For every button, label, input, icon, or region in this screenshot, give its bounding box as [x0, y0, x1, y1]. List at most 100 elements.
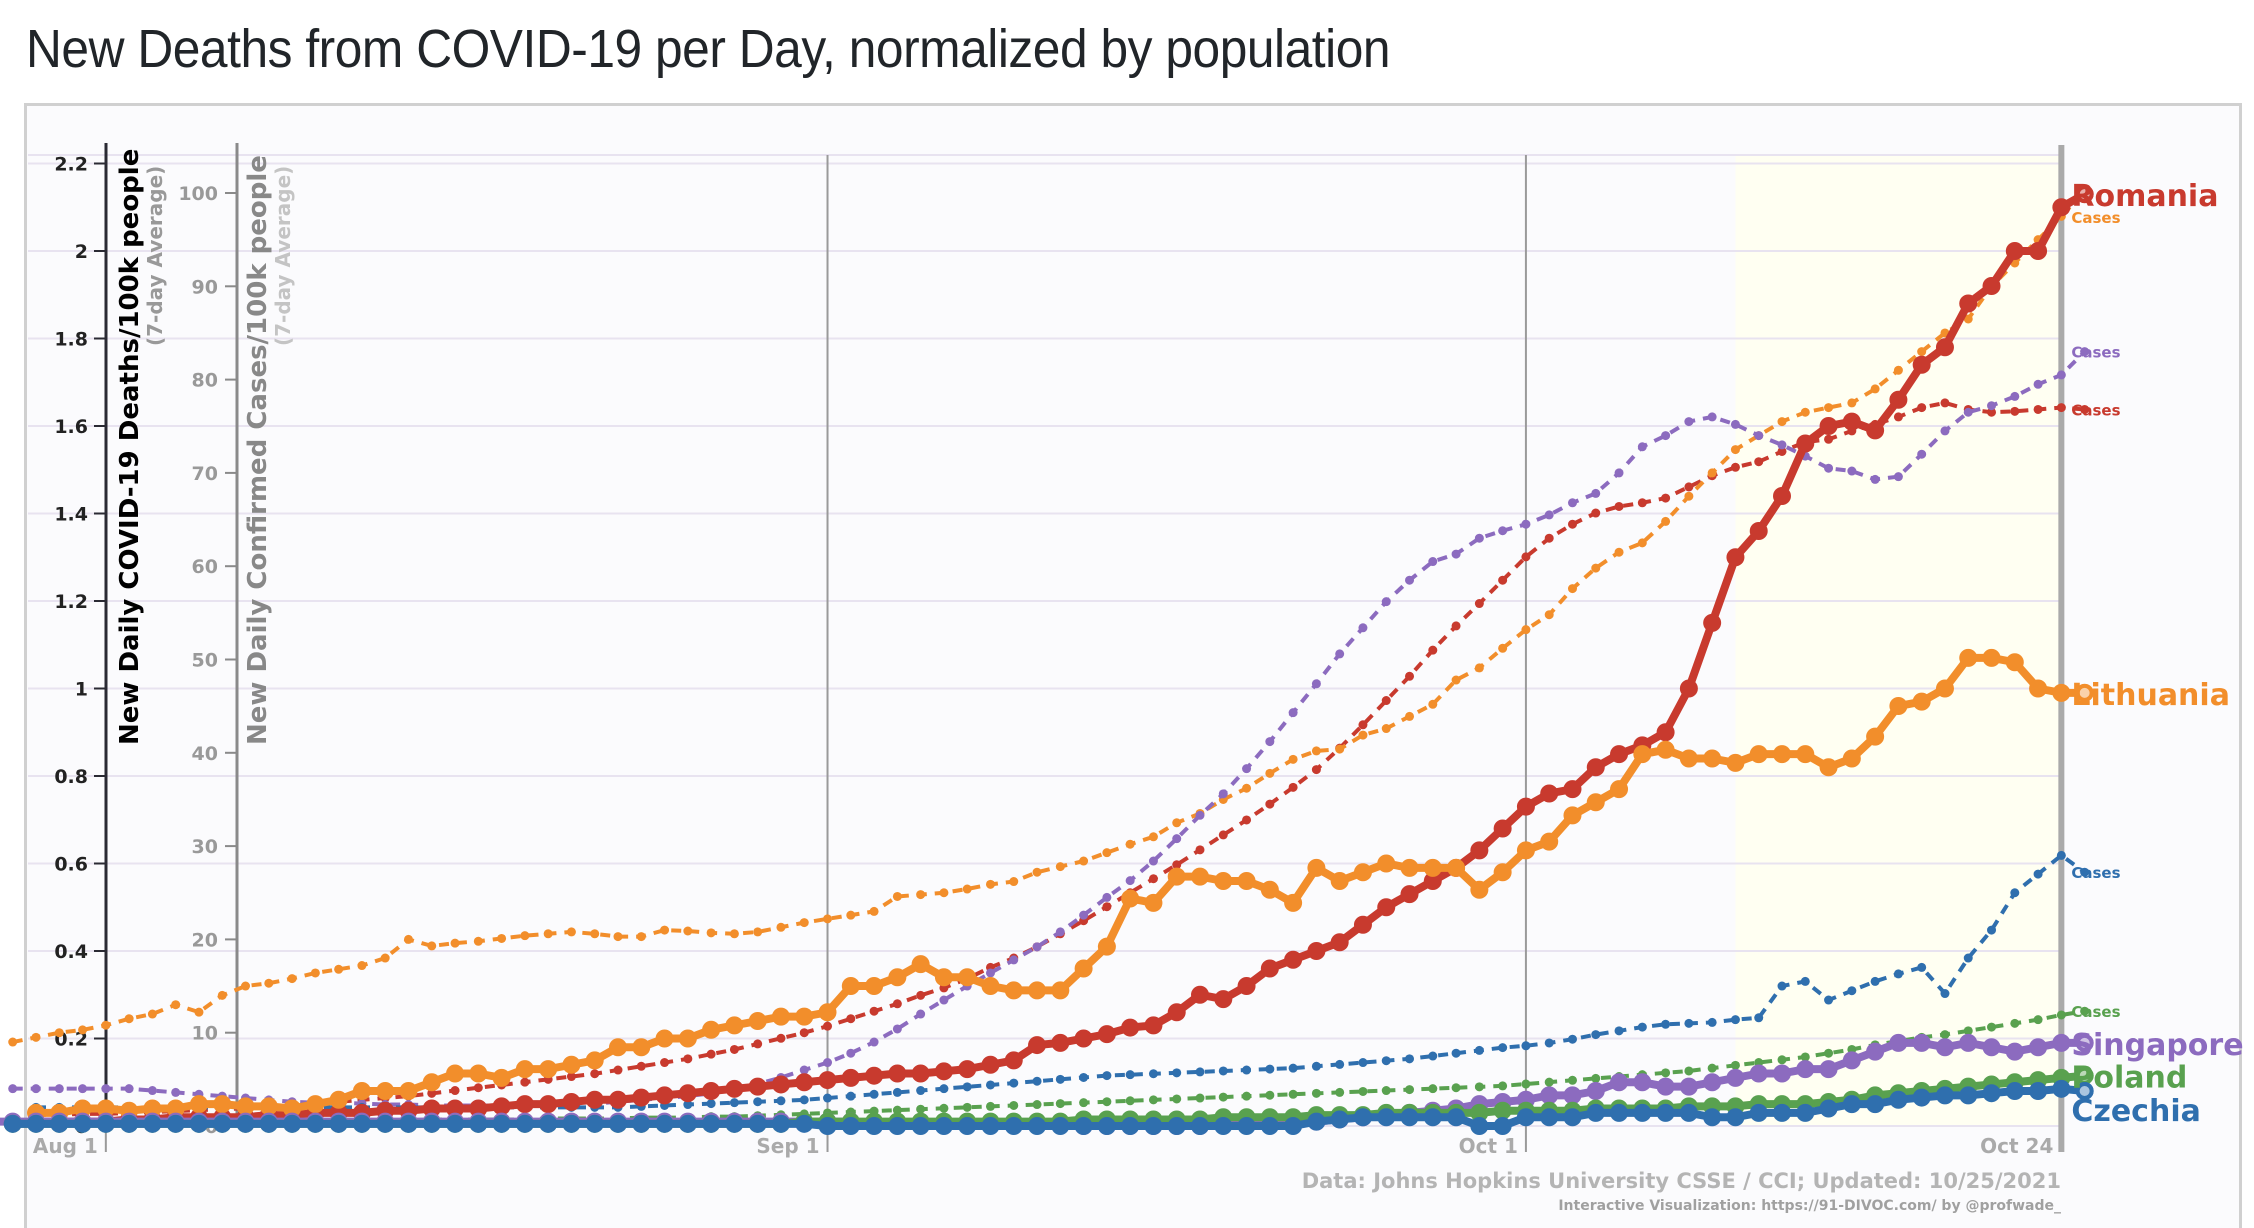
lithuania-cases-point [1521, 625, 1531, 635]
romania-deaths-point [469, 1099, 488, 1118]
czechia-deaths-point [841, 1117, 860, 1135]
singapore-label: Singapore [2071, 1028, 2243, 1063]
lithuania-deaths-point [1866, 727, 1885, 746]
romania-cases-point [706, 1049, 716, 1059]
romania-deaths-point [1819, 417, 1838, 435]
czechia-deaths-point [1726, 1108, 1745, 1127]
lithuania-cases-point [8, 1037, 18, 1047]
czechia-cases-point [1661, 1019, 1671, 1029]
lithuania-deaths-point [1167, 867, 1186, 886]
lithuania-cases-point [1730, 445, 1740, 455]
romania-cases-point [2080, 404, 2090, 414]
romania-cases-point [660, 1058, 670, 1068]
singapore-cases-point [1521, 519, 1531, 529]
poland-cases-point [1521, 1079, 1531, 1089]
lithuania-cases-point [846, 910, 856, 920]
x-tick-label: Oct 24 [1980, 1134, 2053, 1158]
poland-cases-point [1777, 1055, 1787, 1065]
romania-cases-label: Cases [2071, 401, 2120, 419]
singapore-cases-point [1824, 463, 1834, 473]
romania-deaths-point [1610, 745, 1629, 764]
x-tick-label: Oct 1 [1459, 1134, 1518, 1158]
czechia-deaths-point [1074, 1117, 1093, 1135]
lithuania-deaths-point [1097, 937, 1116, 956]
romania-cases-point [1661, 493, 1671, 503]
czechia-cases-point [1218, 1066, 1228, 1076]
deaths-axis-label: New Daily COVID-19 Deaths/100k people [115, 149, 145, 745]
czechia-deaths-point [120, 1114, 139, 1133]
czechia-label: Czechia [2071, 1094, 2201, 1129]
singapore-deaths-point [1912, 1033, 1931, 1052]
singapore-deaths-point [1563, 1086, 1582, 1105]
singapore-cases-point [1265, 737, 1275, 747]
czechia-deaths-point [213, 1114, 232, 1133]
lithuania-cases-point [1847, 398, 1857, 408]
poland-cases-point [1800, 1052, 1810, 1062]
poland-cases-point [1055, 1099, 1065, 1109]
czechia-cases-point [2033, 869, 2043, 879]
lithuania-cases-point [823, 914, 833, 924]
czechia-deaths-point [1516, 1108, 1535, 1127]
lithuania-cases-point [1451, 675, 1461, 685]
lithuania-cases-point [497, 933, 507, 943]
romania-deaths-point [446, 1099, 465, 1118]
czechia-deaths-point [981, 1117, 1000, 1135]
lithuania-cases-point [892, 891, 902, 901]
singapore-cases-point [1358, 623, 1368, 633]
lithuania-deaths-point [283, 1099, 302, 1118]
lithuania-deaths-point [1470, 880, 1489, 899]
czechia-deaths-point [1912, 1088, 1931, 1107]
czechia-deaths-point [1191, 1117, 1209, 1135]
lithuania-deaths-point [236, 1097, 255, 1116]
romania-cases-point [1428, 645, 1438, 655]
lithuania-deaths-point [2029, 679, 2048, 698]
lithuania-deaths-point [1610, 780, 1629, 799]
singapore-cases-point [2010, 391, 2020, 401]
czechia-cases-point [2080, 867, 2090, 877]
czechia-cases-label: Cases [2071, 864, 2120, 882]
czechia-cases-point [2056, 850, 2066, 860]
czechia-deaths-point [1051, 1117, 1070, 1135]
romania-deaths-point [934, 1062, 953, 1081]
lithuania-deaths-point [1679, 749, 1698, 768]
romania-deaths-point [911, 1064, 930, 1083]
credit-note: Interactive Visualization: https://91-DI… [1558, 1198, 2061, 1214]
lithuania-cases-point [1637, 538, 1647, 548]
poland-cases-point [1102, 1097, 1112, 1107]
lithuania-deaths-point [795, 1007, 814, 1026]
singapore-end-marker [2075, 1033, 2094, 1052]
czechia-cases-point [683, 1100, 693, 1110]
romania-cases-point [1637, 498, 1647, 508]
czechia-cases-point [823, 1093, 833, 1103]
cases-tick-label: 20 [192, 929, 218, 951]
poland-cases-point [1009, 1100, 1019, 1110]
lithuania-cases-point [1428, 699, 1438, 709]
series-labels: RomaniaCasesLithuaniaCasesSingaporeCases… [2071, 179, 2243, 1129]
czechia-cases-point [1102, 1071, 1112, 1081]
lithuania-cases-point [124, 1014, 134, 1024]
singapore-cases-point [1730, 419, 1740, 429]
singapore-deaths-point [2052, 1033, 2071, 1052]
czechia-deaths-point [1633, 1103, 1652, 1122]
deaths-axis: 00.20.40.60.811.21.41.61.822.2 [54, 143, 108, 1138]
romania-deaths-point [1866, 421, 1885, 440]
czechia-deaths-point [1028, 1117, 1047, 1135]
poland-cases-point [1172, 1094, 1182, 1104]
singapore-deaths-point [1866, 1042, 1885, 1061]
czechia-cases-point [869, 1089, 879, 1099]
czechia-deaths-point [1842, 1095, 1861, 1114]
singapore-deaths-point [1679, 1077, 1698, 1096]
czechia-cases-point [1172, 1068, 1182, 1078]
lithuania-deaths-point [1377, 854, 1396, 873]
lithuania-deaths-point [725, 1016, 744, 1035]
singapore-cases-point [1917, 449, 1927, 459]
lithuania-deaths-point [1982, 648, 2001, 667]
czechia-deaths-point [539, 1114, 558, 1133]
lithuania-deaths-point [1819, 758, 1838, 777]
czechia-deaths-point [1959, 1086, 1978, 1105]
czechia-deaths-point [96, 1114, 115, 1133]
czechia-deaths-point [1773, 1103, 1791, 1122]
czechia-deaths-point [1121, 1117, 1140, 1135]
czechia-cases-point [1917, 962, 1927, 972]
czechia-deaths-point [1260, 1117, 1279, 1135]
